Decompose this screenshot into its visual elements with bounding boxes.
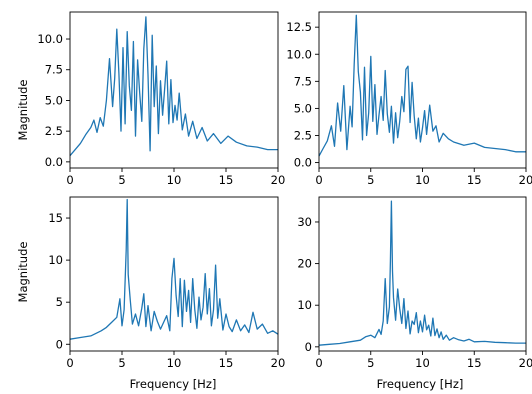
x-tick-label: 20 <box>519 356 532 370</box>
x-tick-label: 0 <box>315 173 322 187</box>
x-tick-label: 5 <box>367 173 374 187</box>
x-tick-label: 0 <box>66 173 73 187</box>
x-tick-label: 0 <box>66 356 73 370</box>
y-tick-label: 20 <box>297 257 312 271</box>
subplot-bottom-left: Magnitude Frequency [Hz] 0 5 10 15 20 0 5 10 15 <box>16 196 286 391</box>
x-tick-label: 15 <box>219 356 234 370</box>
x-tick-label: 5 <box>118 173 125 187</box>
subplot-top-left: Magnitude 0 5 10 15 20 0.0 2.5 5.0 7.5 10.0 <box>16 11 286 187</box>
y-tick-label: 5.0 <box>294 101 312 115</box>
x-axis-label: Frequency [Hz] <box>130 377 217 391</box>
y-tick-label: 2.5 <box>45 124 63 138</box>
y-tick-label: 0 <box>56 337 63 351</box>
y-tick-label: 7.5 <box>45 63 63 77</box>
y-tick-label: 2.5 <box>294 129 312 143</box>
y-tick-label: 10.0 <box>37 32 63 46</box>
y-tick-label: 12.5 <box>286 20 312 34</box>
x-axis-label: Frequency [Hz] <box>377 377 464 391</box>
subplot-bottom-right: Frequency [Hz] 0 5 10 15 20 0 10 20 30 <box>297 196 532 391</box>
x-tick-label: 15 <box>219 173 234 187</box>
x-tick-label: 10 <box>415 173 430 187</box>
x-tick-label: 20 <box>519 173 532 187</box>
y-tick-label: 7.5 <box>294 74 312 88</box>
series-line <box>318 200 526 346</box>
y-tick-label: 5.0 <box>45 93 63 107</box>
y-tick-label: 0.0 <box>294 156 312 170</box>
plot-frame <box>69 11 279 169</box>
y-axis-label: Magnitude <box>16 80 30 141</box>
y-tick-label: 10.0 <box>286 47 312 61</box>
x-tick-label: 10 <box>167 356 182 370</box>
x-tick-label: 15 <box>467 173 482 187</box>
series-line <box>69 198 279 340</box>
y-tick-label: 30 <box>297 215 312 229</box>
y-tick-label: 10 <box>48 253 63 267</box>
subplot-top-right: 0 5 10 15 20 0.0 2.5 5.0 7.5 10.0 12.5 <box>286 11 532 187</box>
x-tick-label: 20 <box>271 356 286 370</box>
series-line <box>318 14 526 157</box>
series-line <box>69 16 278 157</box>
y-tick-label: 0 <box>305 340 312 354</box>
x-tick-label: 5 <box>118 356 125 370</box>
x-tick-label: 15 <box>467 356 482 370</box>
x-tick-label: 5 <box>367 356 374 370</box>
plot-frame <box>318 11 527 169</box>
x-tick-label: 10 <box>167 173 182 187</box>
y-tick-label: 10 <box>297 298 312 312</box>
y-tick-label: 0.0 <box>45 155 63 169</box>
x-tick-label: 0 <box>315 356 322 370</box>
y-axis-label: Magnitude <box>16 242 30 303</box>
x-tick-label: 10 <box>415 356 430 370</box>
y-tick-label: 5 <box>56 295 63 309</box>
y-tick-label: 15 <box>48 211 63 225</box>
x-tick-label: 20 <box>271 173 286 187</box>
